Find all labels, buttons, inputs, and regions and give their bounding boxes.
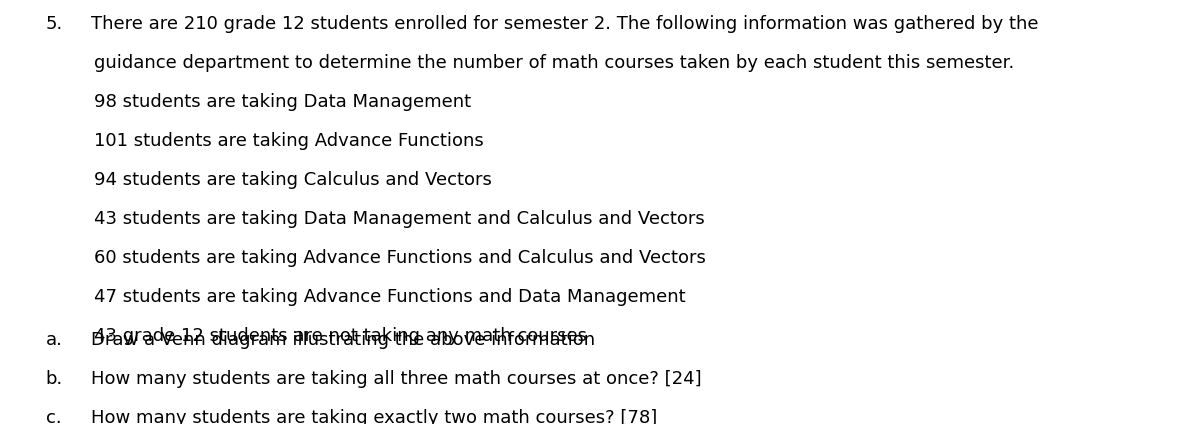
Text: How many students are taking exactly two math courses? [78]: How many students are taking exactly two…	[91, 409, 658, 424]
Text: c.: c.	[46, 409, 61, 424]
Text: b.: b.	[46, 370, 62, 388]
Text: 43 grade 12 students are not taking any math courses: 43 grade 12 students are not taking any …	[94, 327, 587, 345]
Text: Draw a Venn diagram illustrating the above information: Draw a Venn diagram illustrating the abo…	[91, 331, 595, 349]
Text: 98 students are taking Data Management: 98 students are taking Data Management	[94, 93, 470, 111]
Text: 60 students are taking Advance Functions and Calculus and Vectors: 60 students are taking Advance Functions…	[94, 249, 706, 267]
Text: How many students are taking all three math courses at once? [24]: How many students are taking all three m…	[91, 370, 702, 388]
Text: a.: a.	[46, 331, 62, 349]
Text: 43 students are taking Data Management and Calculus and Vectors: 43 students are taking Data Management a…	[94, 210, 704, 228]
Text: guidance department to determine the number of math courses taken by each studen: guidance department to determine the num…	[94, 54, 1014, 72]
Text: 94 students are taking Calculus and Vectors: 94 students are taking Calculus and Vect…	[94, 171, 492, 189]
Text: 5.: 5.	[46, 15, 62, 33]
Text: 101 students are taking Advance Functions: 101 students are taking Advance Function…	[94, 132, 484, 150]
Text: 47 students are taking Advance Functions and Data Management: 47 students are taking Advance Functions…	[94, 288, 685, 306]
Text: There are 210 grade 12 students enrolled for semester 2. The following informati: There are 210 grade 12 students enrolled…	[91, 15, 1039, 33]
